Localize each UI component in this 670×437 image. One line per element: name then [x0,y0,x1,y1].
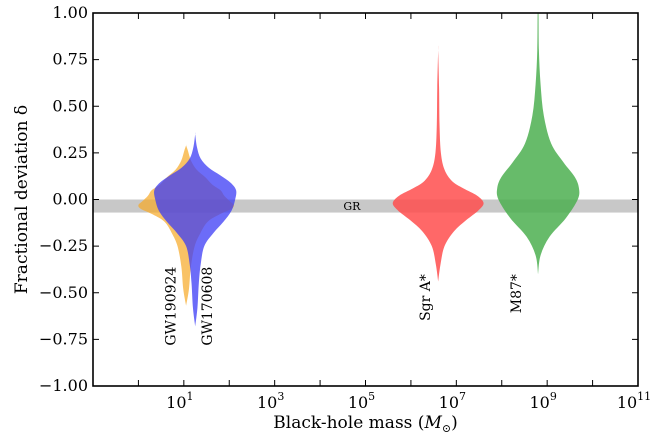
y-tick-label: −0.50 [39,283,88,302]
x-tick-exponent: 11 [637,390,651,403]
annotation-sgr-a: Sgr A* [418,274,434,321]
gr-label: GR [343,200,361,213]
x-tick-label: 103 [257,390,284,412]
y-tick-label: 0.25 [52,143,88,162]
x-tick-label: 1011 [617,390,651,412]
x-tick-exponent: 9 [550,390,557,403]
y-tick-label: 0.00 [52,190,88,209]
x-axis-label-text: Black-hole mass [273,413,412,433]
y-tick-label: −1.00 [39,376,88,395]
x-axis-unit-subscript: ⊙ [442,422,451,435]
x-tick-exponent: 7 [459,390,466,403]
y-tick-label: −0.75 [39,329,88,348]
annotation-gw170608: GW170608 [200,267,216,346]
y-axis-label: Fractional deviation δ [12,105,32,294]
violin-m87 [496,13,580,275]
annotation-gw190924: GW190924 [164,267,180,346]
x-tick-label: 109 [529,390,556,412]
x-tick-label: 107 [439,390,466,412]
x-axis-label: Black-hole mass (M⊙) [273,413,457,435]
violin-sgr-a [392,45,484,282]
y-tick-label: −0.25 [39,236,88,255]
x-axis-unit: M [423,413,442,433]
y-tick-label: 0.75 [52,50,88,69]
x-tick-exponent: 5 [368,390,375,403]
x-tick-exponent: 1 [187,390,194,403]
y-tick-label: 0.50 [52,96,88,115]
annotation-m87: M87* [509,274,525,313]
x-tick-label: 101 [166,390,193,412]
x-tick-label: 105 [348,390,375,412]
x-tick-exponent: 3 [277,390,284,403]
y-tick-label: 1.00 [52,3,88,22]
violin-gw170608 [154,132,237,327]
